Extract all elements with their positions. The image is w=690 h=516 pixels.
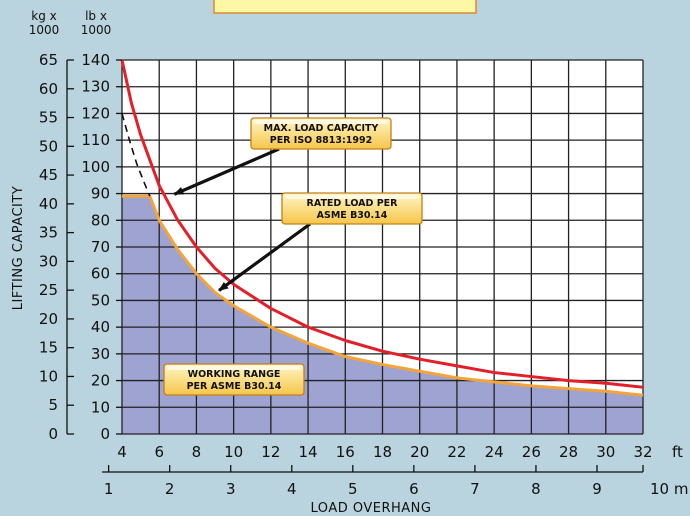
m-tick-label: 1 <box>104 480 114 498</box>
callout-label-2-0: WORKING RANGE <box>188 369 281 380</box>
series-line-2 <box>121 113 151 197</box>
ft-tick-label: 16 <box>336 443 355 461</box>
axes: 0510152025303540455055606501020304050607… <box>39 51 653 498</box>
ft-tick-label: 20 <box>410 443 429 461</box>
m-tick-label: 4 <box>287 480 297 498</box>
callout-shine-0 <box>254 120 388 124</box>
callout-arrow-0 <box>173 147 280 196</box>
lb-tick-label: 20 <box>91 372 110 390</box>
kg-tick-label: 35 <box>39 224 58 242</box>
ft-tick-label: 32 <box>633 443 652 461</box>
ft-tick-label: 26 <box>522 443 541 461</box>
lb-tick-label: 140 <box>81 51 110 69</box>
m-tick-label: 9 <box>592 480 602 498</box>
x-axis-title: LOAD OVERHANG <box>311 501 432 516</box>
callout-shine-1 <box>285 195 419 199</box>
kg-tick-label: 20 <box>39 310 58 328</box>
ft-tick-label: 4 <box>117 443 127 461</box>
ft-tick-label: 18 <box>373 443 392 461</box>
callout-box-1 <box>281 192 423 225</box>
lb-tick-label: 100 <box>81 158 110 176</box>
lb-tick-label: 60 <box>91 265 110 283</box>
kg-tick-label: 40 <box>39 195 58 213</box>
callout-label-2-1: PER ASME B30.14 <box>187 381 282 392</box>
lb-tick-label: 90 <box>91 185 110 203</box>
lb-tick-label: 50 <box>91 291 110 309</box>
ft-tick-label: 10 <box>224 443 243 461</box>
series-line-1 <box>122 194 644 397</box>
m-tick-label: 3 <box>226 480 236 498</box>
kg-tick-label: 30 <box>39 252 58 270</box>
m-tick-label: 7 <box>470 480 480 498</box>
m-tick-label: 2 <box>165 480 175 498</box>
kg-tick-label: 55 <box>39 109 58 127</box>
callout-box-2 <box>163 363 305 396</box>
kg-tick-label: 5 <box>48 396 58 414</box>
callout-arrow-1 <box>218 222 311 292</box>
y-unit-kg-2: 1000 <box>29 23 60 37</box>
callout-label-0-0: MAX. LOAD CAPACITY <box>264 123 379 134</box>
lb-tick-label: 120 <box>81 104 110 122</box>
y-unit-kg-1: kg x <box>31 9 56 23</box>
lb-tick-label: 40 <box>91 318 110 336</box>
m-tick-label: 8 <box>531 480 541 498</box>
m-tick-label: 5 <box>348 480 358 498</box>
y-unit-lb-1: lb x <box>85 9 107 23</box>
kg-tick-label: 60 <box>39 80 58 98</box>
callout-label-1-1: ASME B30.14 <box>317 210 388 221</box>
ft-tick-label: 6 <box>154 443 164 461</box>
m-tick-label: 6 <box>409 480 419 498</box>
ft-tick-label: 8 <box>192 443 202 461</box>
kg-tick-label: 45 <box>39 166 58 184</box>
lb-tick-label: 110 <box>81 131 110 149</box>
kg-tick-label: 15 <box>39 339 58 357</box>
lb-tick-label: 0 <box>100 425 110 443</box>
callout-label-1-0: RATED LOAD PER <box>307 198 399 209</box>
header-box <box>213 0 477 14</box>
lb-tick-label: 80 <box>91 211 110 229</box>
lb-tick-label: 10 <box>91 398 110 416</box>
kg-tick-label: 25 <box>39 281 58 299</box>
kg-tick-label: 10 <box>39 367 58 385</box>
lb-tick-label: 70 <box>91 238 110 256</box>
kg-tick-label: 0 <box>48 425 58 443</box>
x-unit-m: 10 m <box>650 480 688 498</box>
callout-box-0 <box>250 117 392 150</box>
kg-tick-label: 50 <box>39 137 58 155</box>
ft-tick-label: 12 <box>261 443 280 461</box>
ft-tick-label: 24 <box>485 443 504 461</box>
callout-shine-2 <box>167 366 301 370</box>
ft-tick-label: 30 <box>596 443 615 461</box>
kg-tick-label: 65 <box>39 51 58 69</box>
y-unit-lb-2: 1000 <box>81 23 112 37</box>
ft-tick-label: 14 <box>299 443 318 461</box>
series-line-0 <box>120 59 644 389</box>
ft-tick-label: 22 <box>447 443 466 461</box>
x-unit-ft: ft <box>672 443 683 461</box>
ft-tick-label: 28 <box>559 443 578 461</box>
y-axis-title: LIFTING CAPACITY <box>11 186 26 310</box>
lb-tick-label: 30 <box>91 345 110 363</box>
lb-tick-label: 130 <box>81 78 110 96</box>
callout-label-0-1: PER ISO 8813:1992 <box>270 135 373 146</box>
